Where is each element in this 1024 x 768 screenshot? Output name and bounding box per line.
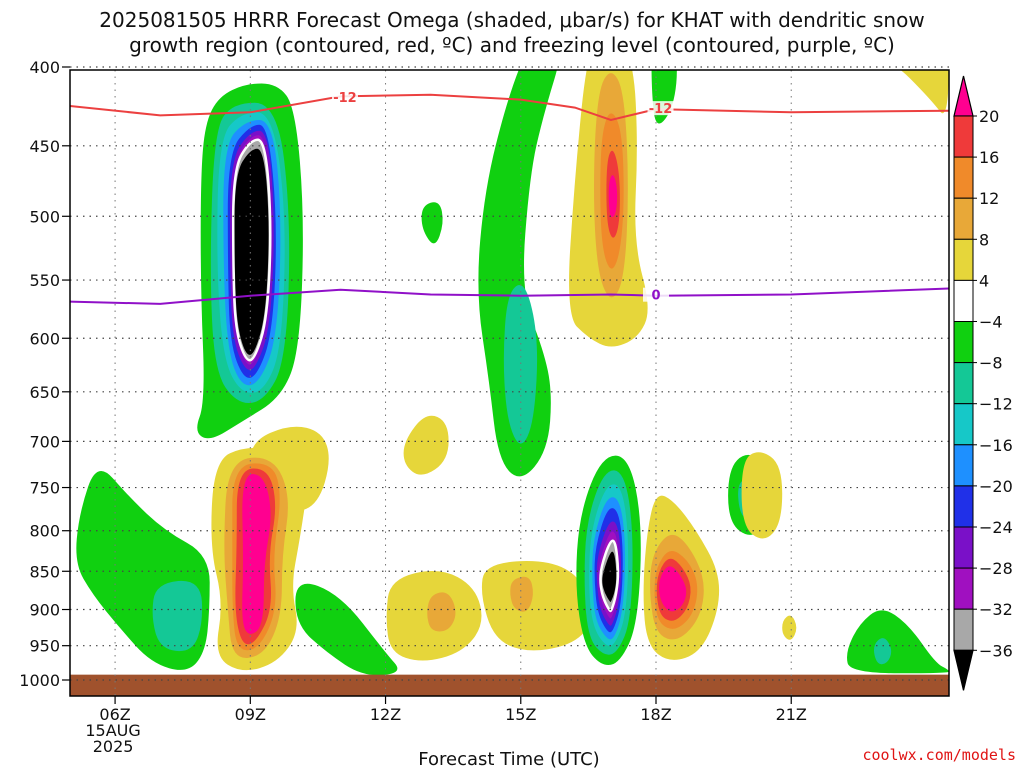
colorbar-bin-2 [953,156,974,199]
colorbar-label-5: −4 [979,313,1003,332]
y-tick-label-400: 400 [29,58,60,77]
omega-shaded-regions [76,70,949,676]
colorbar-label-11: −28 [979,559,1013,578]
x-tick-label-9-0: 09Z [235,705,266,724]
colorbar-bin-1 [953,115,974,158]
omega-region-37 [242,474,271,634]
colorbar-label-8: −16 [979,436,1013,455]
colorbar-bin-12 [953,567,974,610]
plot-frame [69,69,950,697]
colorbar-label-2: 12 [979,189,999,208]
contour-line-freezing-2 [70,287,949,305]
x-tick-label-15-0: 15Z [505,705,536,724]
x-tick-label-6-1: 15AUG [85,721,140,740]
colorbar-bottom-cap [953,649,974,691]
contour-label-1-1: -12 [649,102,673,117]
colorbar-bin-3 [953,197,974,240]
omega-region-24 [421,202,443,244]
omega-region-64 [873,638,892,665]
y-axis-ticks: 2503003504004505005506006507007508008509… [19,58,70,690]
colorbar-label-7: −12 [979,395,1013,414]
colorbar-bin-13 [953,608,974,651]
colorbar-label-4: 4 [979,271,989,290]
colorbar-label-1: 16 [979,148,999,167]
omega-region-43 [481,561,590,651]
y-tick-label-900: 900 [29,601,60,620]
y-tick-label-800: 800 [29,522,60,541]
omega-region-53 [602,551,617,602]
colorbar-bin-9 [953,444,974,487]
contour-line-dendritic-1 [70,93,949,122]
omega-region-58 [659,566,687,612]
omega-region-40 [295,583,398,676]
colorbar-bin-7 [953,362,974,405]
ground-layer [70,674,949,696]
y-tick-label-750: 750 [29,479,60,498]
contour-label-1-0: -12 [333,91,357,106]
x-tick-label-21-0: 21Z [776,705,807,724]
omega-region-21 [234,148,269,355]
credit-text: coolwx.com/models [862,746,1016,764]
contour-label-bg-1-1 [647,101,674,116]
x-tick-label-18-0: 18Z [640,705,671,724]
omega-region-12 [900,70,949,114]
colorbar-legend: 20 16 12 8 4 −4 −8 −12 −16 −20 −24 −28 −32 −36 [953,75,1013,691]
y-tick-label-700: 700 [29,432,60,451]
colorbar-label-9: −20 [979,477,1013,496]
x-axis-label: Forecast Time (UTC) [418,749,599,768]
omega-region-44 [510,576,533,612]
omega-region-63 [847,610,949,674]
omega-region-61 [741,452,783,539]
colorbar-label-0: 20 [979,107,999,126]
y-tick-label-550: 550 [29,271,60,290]
x-tick-label-6-0: 06Z [99,705,130,724]
chart-title-line1: 2025081505 HRRR Forecast Omega (shaded, … [99,8,924,32]
y-tick-label-650: 650 [29,383,60,402]
omega-region-39 [152,580,203,652]
ground-fill [70,674,949,696]
contour-lines: -18-18-12-120 [70,90,949,305]
colorbar-bin-8 [953,403,974,446]
y-tick-label-450: 450 [29,137,60,156]
colorbar-label-10: −24 [979,518,1013,537]
colorbar-bin-5 [953,279,974,322]
colorbar-bin-10 [953,485,974,528]
gridlines [70,66,949,696]
x-tick-label-6-2: 2025 [93,737,134,756]
colorbar-label-3: 8 [979,230,989,249]
contour-label-bg-1-0 [331,90,358,105]
y-tick-label-1000: 1000 [19,671,60,690]
y-tick-label-600: 600 [29,329,60,348]
y-tick-label-950: 950 [29,637,60,656]
omega-region-42 [427,592,456,632]
omega-region-22 [478,70,557,477]
colorbar-top-cap [953,75,974,117]
contour-label-2-0: 0 [651,289,660,304]
y-tick-label-500: 500 [29,207,60,226]
colorbar-bin-6 [953,321,974,364]
colorbar-bin-4 [953,238,974,281]
colorbar-label-13: −36 [979,641,1013,660]
omega-region-31 [403,415,449,475]
omega-region-23 [503,285,538,444]
colorbar-label-12: −32 [979,600,1013,619]
colorbar-bin-11 [953,526,974,569]
omega-region-29 [608,175,618,218]
chart-title-line2: growth region (contoured, red, ºC) and f… [129,33,895,57]
contour-label-bg-2-0 [643,287,669,302]
y-tick-label-850: 850 [29,562,60,581]
colorbar-label-6: −8 [979,354,1003,373]
omega-region-62 [782,615,797,640]
x-tick-label-12-0: 12Z [370,705,401,724]
